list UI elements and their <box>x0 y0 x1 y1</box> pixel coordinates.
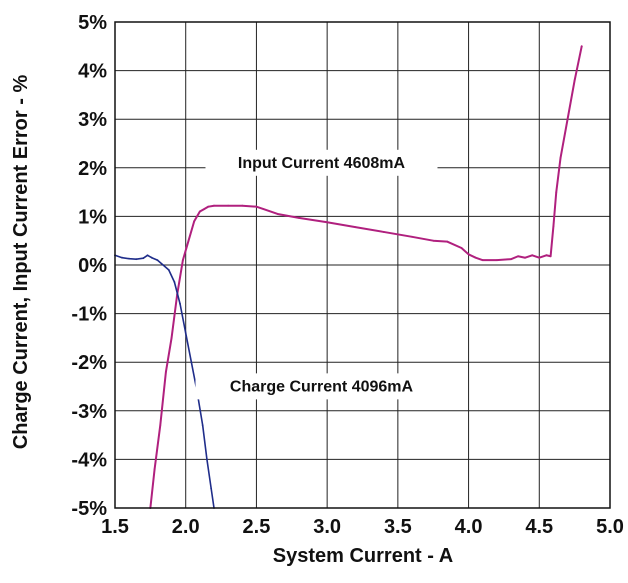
y-tick-label: 1% <box>78 206 107 228</box>
data-point <box>135 258 138 261</box>
y-tick-label: -1% <box>71 304 107 326</box>
data-point <box>203 208 206 211</box>
data-point <box>167 268 170 271</box>
data-point <box>538 256 541 259</box>
data-point <box>481 259 484 262</box>
data-point <box>297 216 300 219</box>
y-tick-label: 2% <box>78 158 107 180</box>
x-tick-label: 1.5 <box>101 516 129 538</box>
annotation-group: Input Current 4608mA Charge Current 4096m… <box>195 149 448 400</box>
data-point <box>510 258 512 261</box>
x-tick-label: 2.5 <box>243 516 271 538</box>
data-point <box>207 205 210 208</box>
x-tick-label: 4.5 <box>525 516 553 538</box>
data-point <box>573 79 576 82</box>
data-point <box>559 157 562 159</box>
annotation-background <box>205 149 438 176</box>
data-point <box>555 191 558 194</box>
x-tick-label: 3.5 <box>384 516 412 538</box>
data-point <box>467 253 470 256</box>
data-point <box>193 220 196 223</box>
plot-border <box>114 21 611 509</box>
y-tick-label: -4% <box>71 449 107 471</box>
annotation-background <box>195 373 448 400</box>
tick-labels: 1.5 2.0 2.5 3.0 3.5 4.0 4.5 5.0 -5% -4% -3% -2% -1% 0… <box>71 12 623 538</box>
x-tick-label: 5.0 <box>596 516 624 538</box>
data-point <box>474 256 477 259</box>
y-tick-label: -5% <box>71 498 107 520</box>
data-point <box>411 235 413 238</box>
data-point <box>276 213 279 215</box>
data-point <box>262 208 265 211</box>
data-point <box>170 337 173 339</box>
data-point <box>187 239 190 242</box>
data-point <box>354 226 357 228</box>
series-line-input-current <box>149 45 583 509</box>
data-point <box>150 256 153 259</box>
data-point <box>552 225 555 228</box>
y-tick-label: 4% <box>78 61 107 83</box>
data-point <box>190 361 193 364</box>
data-point <box>241 204 244 207</box>
x-tick-label: 3.0 <box>313 516 341 538</box>
data-point <box>153 468 156 471</box>
data-point <box>179 302 181 305</box>
data-point <box>382 231 385 233</box>
y-tick-label: -3% <box>71 401 107 423</box>
data-point <box>566 118 569 121</box>
annotation-label: Charge Current 4096mA <box>230 378 414 395</box>
data-point <box>432 239 435 242</box>
data-point <box>446 240 449 243</box>
data-point <box>255 205 258 208</box>
x-axis-title: System Current - A <box>273 545 453 567</box>
data-point <box>580 45 583 48</box>
data-point <box>227 204 230 207</box>
data-point <box>549 255 552 258</box>
data-point <box>184 332 187 334</box>
axes-group <box>114 21 611 509</box>
y-tick-label: 5% <box>78 12 107 34</box>
grid-lines <box>114 21 611 509</box>
data-point <box>198 210 201 213</box>
y-axis-title: Charge Current, Input Current Error - % <box>10 75 32 450</box>
y-tick-label: -2% <box>71 352 107 374</box>
data-point <box>517 255 519 258</box>
data-point <box>156 259 159 262</box>
y-tick-label: 0% <box>78 255 107 277</box>
data-point <box>206 458 208 461</box>
data-point <box>524 256 527 259</box>
data-point <box>495 259 498 262</box>
data-point <box>159 424 162 427</box>
data-point <box>181 259 184 262</box>
series-group <box>114 45 583 509</box>
data-point <box>128 257 131 260</box>
annotation-label: Input Current 4608mA <box>238 155 406 172</box>
x-tick-label: 2.0 <box>172 516 200 538</box>
data-point <box>531 254 534 257</box>
data-point <box>142 257 145 260</box>
y-tick-label: 3% <box>78 109 107 131</box>
data-point <box>162 264 164 266</box>
data-point <box>165 371 167 373</box>
x-tick-label: 4.0 <box>455 516 483 538</box>
data-point <box>201 424 204 427</box>
data-point <box>326 221 329 224</box>
data-point <box>146 254 149 257</box>
data-point <box>210 487 213 490</box>
data-point <box>545 254 548 257</box>
data-point <box>173 281 176 283</box>
data-point <box>213 204 215 207</box>
data-point <box>121 256 123 259</box>
data-point <box>460 247 463 249</box>
